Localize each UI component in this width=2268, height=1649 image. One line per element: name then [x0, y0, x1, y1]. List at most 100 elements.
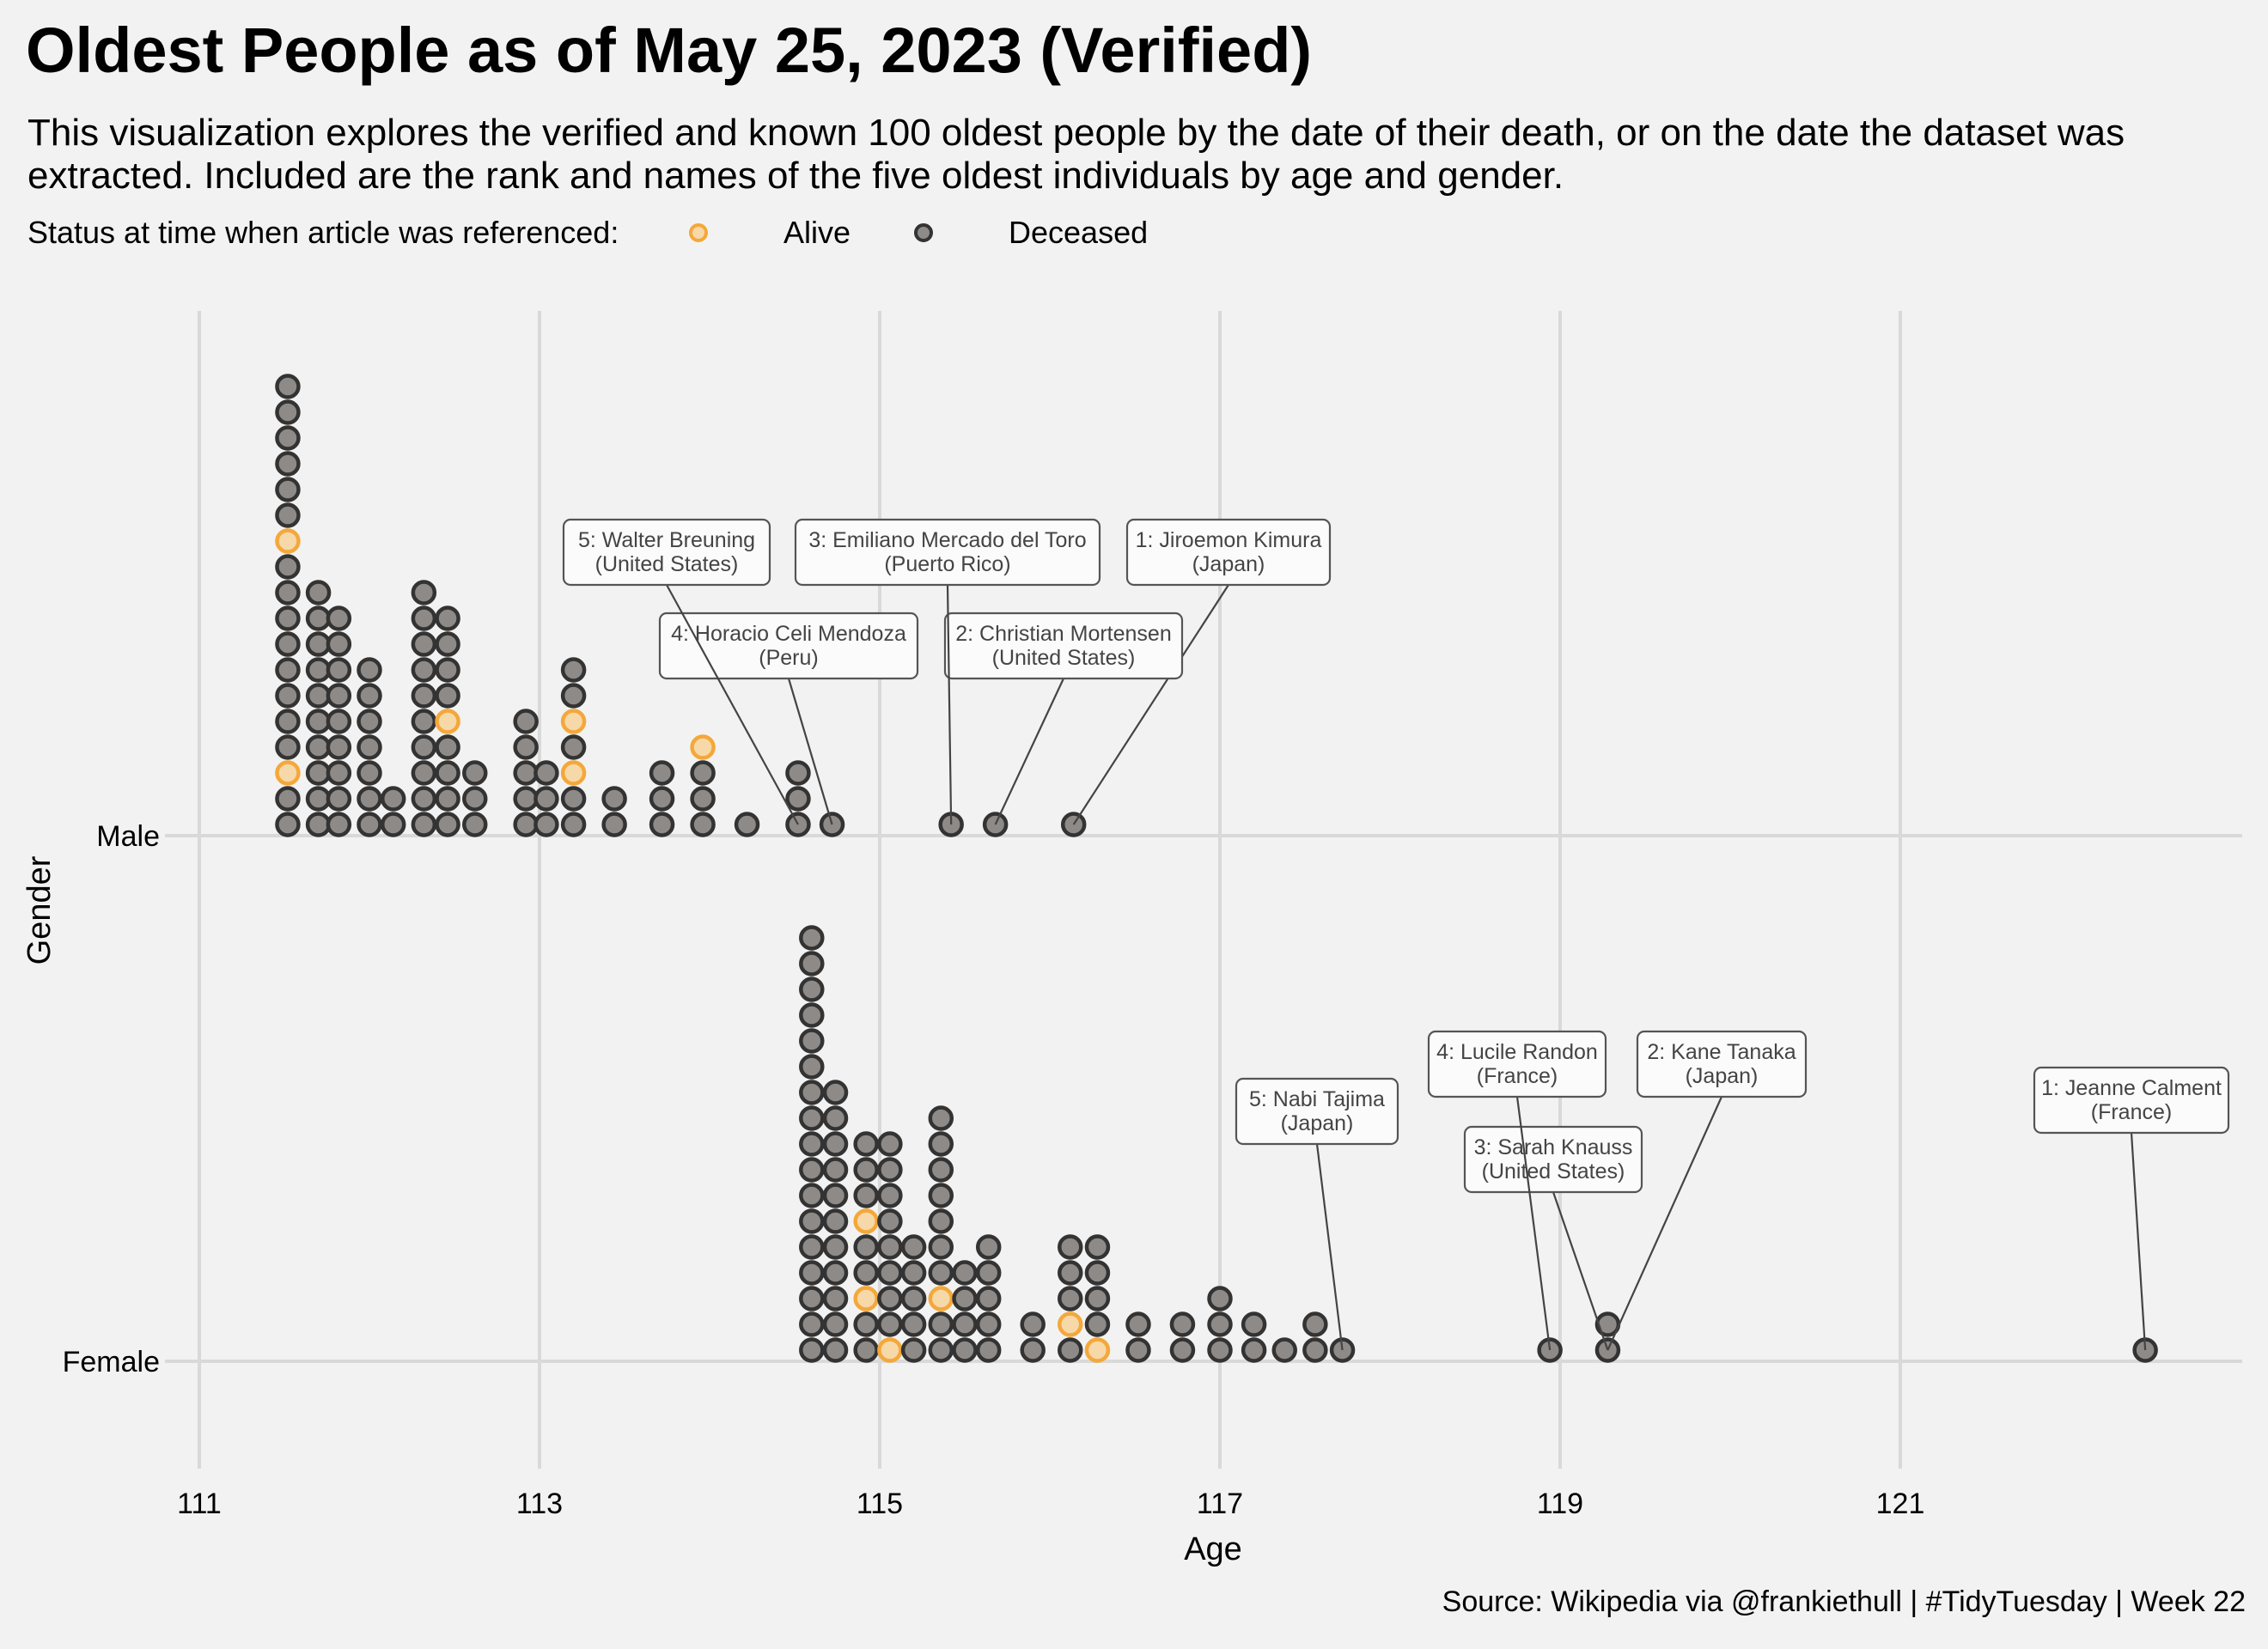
data-point-deceased — [975, 1234, 1002, 1260]
annotation-leader-line — [1315, 1143, 1344, 1351]
data-point-deceased — [326, 657, 352, 683]
data-point-deceased — [411, 605, 437, 631]
data-point-deceased — [560, 786, 587, 812]
data-point-deceased — [952, 1311, 978, 1337]
data-point-deceased — [462, 786, 488, 812]
data-point-deceased — [275, 605, 301, 631]
data-point-deceased — [305, 580, 332, 605]
data-point-deceased — [799, 1286, 825, 1311]
y-tick-label: Female — [63, 1346, 160, 1378]
data-point-deceased — [326, 734, 352, 760]
data-point-deceased — [649, 812, 675, 837]
data-point-deceased — [275, 580, 301, 605]
annotation-leader-line — [994, 678, 1064, 825]
data-point-deceased — [560, 683, 587, 709]
data-point-deceased — [877, 1208, 903, 1234]
annotation-leader-line — [1072, 584, 1229, 825]
data-point-deceased — [1084, 1234, 1111, 1260]
data-point-deceased — [380, 812, 406, 837]
data-point-deceased — [275, 374, 301, 399]
annotation-label: 4: Horacio Celi Mendoza(Peru) — [658, 612, 919, 825]
legend-label-alive: Alive — [783, 215, 851, 250]
data-point-deceased — [690, 812, 716, 837]
data-point-deceased — [928, 1311, 954, 1337]
data-point-alive — [275, 528, 301, 554]
data-point-deceased — [411, 786, 437, 812]
annotation-label: 1: Jeanne Calment(France) — [2033, 1066, 2230, 1351]
annotation-box — [2033, 1066, 2230, 1135]
data-point-deceased — [305, 812, 332, 837]
data-point-deceased — [326, 631, 352, 657]
data-point-deceased — [411, 657, 437, 683]
annotation-name: 1: Jiroemon Kimura — [1136, 528, 1322, 552]
data-point-deceased — [1058, 1337, 1083, 1363]
data-point-deceased — [853, 1311, 879, 1337]
data-point-deceased — [326, 760, 352, 786]
annotation-box — [1427, 1030, 1607, 1098]
data-point-deceased — [326, 812, 352, 837]
data-point-deceased — [928, 1131, 954, 1157]
data-point-deceased — [357, 657, 382, 683]
data-point-deceased — [822, 1131, 849, 1157]
data-point-deceased — [952, 1337, 978, 1363]
data-point-deceased — [799, 1054, 825, 1080]
annotation-leader-line — [666, 584, 799, 825]
data-point-deceased — [305, 657, 332, 683]
data-point-deceased — [435, 605, 460, 631]
annotation-name: 4: Lucile Randon — [1436, 1040, 1598, 1064]
data-point-deceased — [822, 1157, 849, 1183]
annotation-label: 2: Kane Tanaka(Japan) — [1606, 1030, 1808, 1351]
data-point-deceased — [380, 786, 406, 812]
x-tick-label: 117 — [1197, 1488, 1243, 1520]
annotation-country: (United States) — [992, 646, 1136, 670]
data-point-deceased — [533, 786, 559, 812]
data-point-deceased — [275, 451, 301, 477]
data-point-deceased — [928, 1157, 954, 1183]
data-point-deceased — [560, 657, 587, 683]
data-point-deceased — [877, 1131, 903, 1157]
data-point-deceased — [900, 1337, 927, 1363]
data-point-deceased — [462, 812, 488, 837]
data-point-deceased — [435, 760, 460, 786]
x-tick-label: 119 — [1537, 1488, 1583, 1520]
data-point-deceased — [411, 631, 437, 657]
data-point-deceased — [275, 786, 301, 812]
data-point-deceased — [560, 734, 587, 760]
data-point-deceased — [799, 1234, 825, 1260]
data-point-deceased — [411, 812, 437, 837]
legend-title: Status at time when article was referenc… — [27, 215, 619, 250]
data-point-deceased — [822, 1183, 849, 1208]
data-point-deceased — [1058, 1286, 1083, 1311]
data-point-deceased — [822, 1311, 849, 1337]
data-point-deceased — [928, 1105, 954, 1131]
data-point-deceased — [411, 734, 437, 760]
annotation-leader-line — [1552, 1191, 1609, 1351]
annotation-label: 5: Nabi Tajima(Japan) — [1235, 1077, 1399, 1351]
data-point-deceased — [952, 1260, 978, 1286]
data-point-deceased — [952, 1286, 978, 1311]
data-point-deceased — [513, 786, 539, 812]
data-point-deceased — [690, 760, 716, 786]
data-point-deceased — [1084, 1286, 1111, 1311]
series-female — [799, 925, 2158, 1363]
data-point-deceased — [435, 657, 460, 683]
data-point-deceased — [1058, 1234, 1083, 1260]
data-point-deceased — [822, 1105, 849, 1131]
data-point-deceased — [822, 1208, 849, 1234]
data-point-deceased — [513, 760, 539, 786]
data-point-deceased — [1207, 1286, 1233, 1311]
data-point-deceased — [1271, 1337, 1297, 1363]
data-point-deceased — [799, 1157, 825, 1183]
data-point-deceased — [877, 1260, 903, 1286]
data-point-deceased — [601, 786, 627, 812]
data-point-deceased — [275, 683, 301, 709]
data-point-deceased — [799, 1105, 825, 1131]
data-point-deceased — [357, 760, 382, 786]
data-point-deceased — [799, 1208, 825, 1234]
x-tick-label: 111 — [177, 1488, 222, 1520]
data-point-deceased — [853, 1131, 879, 1157]
data-point-deceased — [734, 812, 760, 837]
annotation-box — [1636, 1030, 1808, 1098]
legend-key-deceased — [914, 223, 933, 242]
